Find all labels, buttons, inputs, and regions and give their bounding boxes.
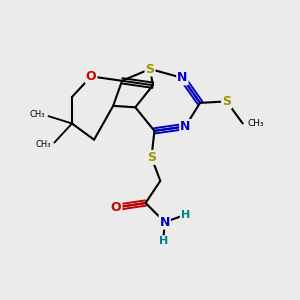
Text: N: N bbox=[180, 120, 190, 133]
Text: CH₃: CH₃ bbox=[247, 119, 264, 128]
Text: H: H bbox=[159, 236, 168, 246]
Text: O: O bbox=[86, 70, 96, 83]
Text: CH₃: CH₃ bbox=[36, 140, 51, 148]
Text: S: S bbox=[222, 95, 231, 108]
Text: H: H bbox=[181, 210, 190, 220]
Text: N: N bbox=[177, 71, 188, 84]
Text: N: N bbox=[160, 216, 170, 229]
Text: S: S bbox=[147, 151, 156, 164]
Text: S: S bbox=[146, 62, 154, 76]
Text: CH₃: CH₃ bbox=[30, 110, 46, 119]
Text: O: O bbox=[111, 201, 122, 214]
